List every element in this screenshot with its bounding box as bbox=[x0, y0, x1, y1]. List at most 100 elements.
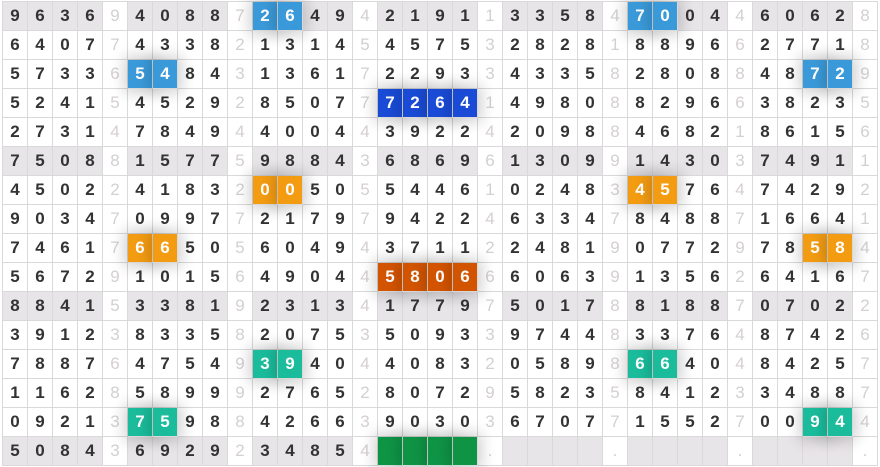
highlighted-digit-cell: 6 bbox=[453, 263, 478, 292]
highlighted-digit-cell: 8 bbox=[828, 234, 853, 263]
digit-cell: 2 bbox=[803, 350, 828, 379]
digit-cell: 0 bbox=[28, 205, 53, 234]
separator-digit-cell: 7 bbox=[353, 205, 378, 234]
digit-cell: 8 bbox=[253, 89, 278, 118]
digit-cell: 8 bbox=[778, 234, 803, 263]
highlighted-digit-cell: 0 bbox=[278, 176, 303, 205]
separator-digit-cell: 5 bbox=[853, 89, 878, 118]
digit-cell: 3 bbox=[653, 263, 678, 292]
digit-cell: 7 bbox=[678, 321, 703, 350]
digit-cell: 4 bbox=[378, 31, 403, 60]
digit-cell: 7 bbox=[403, 292, 428, 321]
digit-cell: 5 bbox=[553, 2, 578, 31]
digit-cell: 2 bbox=[253, 205, 278, 234]
separator-digit-cell: 1 bbox=[478, 176, 503, 205]
highlighted-digit-cell: 6 bbox=[128, 234, 153, 263]
digit-cell: 4 bbox=[253, 263, 278, 292]
digit-cell: 5 bbox=[578, 60, 603, 89]
separator-digit-cell: 1 bbox=[728, 118, 753, 147]
digit-cell: 3 bbox=[528, 2, 553, 31]
digit-cell: 7 bbox=[278, 379, 303, 408]
digit-cell: 8 bbox=[628, 379, 653, 408]
highlighted-digit-cell: 7 bbox=[628, 2, 653, 31]
digit-cell: 2 bbox=[378, 60, 403, 89]
digit-cell: 9 bbox=[678, 89, 703, 118]
digit-cell: 3 bbox=[153, 292, 178, 321]
separator-digit-cell: 9 bbox=[603, 263, 628, 292]
digit-cell: 4 bbox=[378, 350, 403, 379]
digit-cell: 0 bbox=[278, 234, 303, 263]
digit-cell: 0 bbox=[678, 2, 703, 31]
separator-digit-cell: 8 bbox=[853, 31, 878, 60]
separator-digit-cell: 2 bbox=[228, 176, 253, 205]
separator-digit-cell: 4 bbox=[853, 408, 878, 437]
digit-cell: 9 bbox=[428, 321, 453, 350]
digit-cell: 3 bbox=[78, 60, 103, 89]
separator-digit-cell: 8 bbox=[603, 292, 628, 321]
highlighted-digit-cell: 6 bbox=[653, 350, 678, 379]
digit-cell: 4 bbox=[553, 321, 578, 350]
digit-cell: 3 bbox=[178, 31, 203, 60]
digit-cell: 4 bbox=[328, 147, 353, 176]
digit-cell: 2 bbox=[178, 89, 203, 118]
digit-cell: 7 bbox=[428, 379, 453, 408]
digit-cell: 9 bbox=[378, 205, 403, 234]
digit-cell: 7 bbox=[178, 147, 203, 176]
digit-cell: 7 bbox=[28, 60, 53, 89]
highlighted-digit-cell: 0 bbox=[653, 2, 678, 31]
digit-cell: 4 bbox=[78, 205, 103, 234]
digit-cell: 2 bbox=[703, 234, 728, 263]
highlighted-digit-cell: 2 bbox=[253, 2, 278, 31]
digit-cell: 1 bbox=[178, 263, 203, 292]
digit-cell: 8 bbox=[653, 31, 678, 60]
digit-cell bbox=[803, 437, 828, 466]
digit-cell: 3 bbox=[553, 60, 578, 89]
digit-cell bbox=[528, 437, 553, 466]
digit-cell: 9 bbox=[178, 408, 203, 437]
digit-cell: 6 bbox=[778, 118, 803, 147]
digit-cell: 2 bbox=[503, 31, 528, 60]
highlighted-digit-cell: 6 bbox=[153, 234, 178, 263]
highlighted-digit-cell bbox=[428, 437, 453, 466]
digit-cell: 3 bbox=[253, 437, 278, 466]
separator-digit-cell: 9 bbox=[728, 234, 753, 263]
digit-cell: 4 bbox=[528, 234, 553, 263]
digit-cell: 0 bbox=[778, 408, 803, 437]
highlighted-digit-cell: 9 bbox=[278, 350, 303, 379]
digit-cell: 6 bbox=[3, 31, 28, 60]
separator-digit-cell: 4 bbox=[353, 234, 378, 263]
digit-cell: 8 bbox=[53, 437, 78, 466]
digit-cell: 4 bbox=[778, 147, 803, 176]
digit-cell: 1 bbox=[153, 176, 178, 205]
separator-digit-cell: 8 bbox=[728, 60, 753, 89]
separator-digit-cell: 3 bbox=[353, 147, 378, 176]
digit-cell: 4 bbox=[678, 350, 703, 379]
digit-cell: 3 bbox=[278, 292, 303, 321]
separator-digit-cell: 2 bbox=[228, 31, 253, 60]
digit-cell: 3 bbox=[528, 147, 553, 176]
digit-cell: 5 bbox=[678, 263, 703, 292]
digit-cell: 9 bbox=[328, 2, 353, 31]
digit-cell: 4 bbox=[253, 118, 278, 147]
digit-cell: 4 bbox=[253, 408, 278, 437]
digit-cell: 9 bbox=[178, 205, 203, 234]
digit-cell: 1 bbox=[503, 147, 528, 176]
digit-cell: 9 bbox=[203, 379, 228, 408]
separator-digit-cell: . bbox=[478, 437, 503, 466]
digit-cell: 1 bbox=[803, 118, 828, 147]
digit-cell: 2 bbox=[553, 31, 578, 60]
digit-cell: 8 bbox=[803, 379, 828, 408]
digit-cell: 2 bbox=[78, 176, 103, 205]
digit-cell: 4 bbox=[128, 31, 153, 60]
digit-cell: 6 bbox=[803, 205, 828, 234]
digit-cell: 2 bbox=[78, 379, 103, 408]
highlighted-digit-cell: 5 bbox=[128, 60, 153, 89]
digit-cell: 3 bbox=[578, 379, 603, 408]
digit-cell: 3 bbox=[528, 205, 553, 234]
digit-cell: 5 bbox=[828, 118, 853, 147]
digit-cell: 7 bbox=[53, 263, 78, 292]
highlighted-digit-cell bbox=[378, 437, 403, 466]
digit-cell: 1 bbox=[78, 292, 103, 321]
digit-cell: 6 bbox=[803, 2, 828, 31]
digit-cell bbox=[653, 437, 678, 466]
